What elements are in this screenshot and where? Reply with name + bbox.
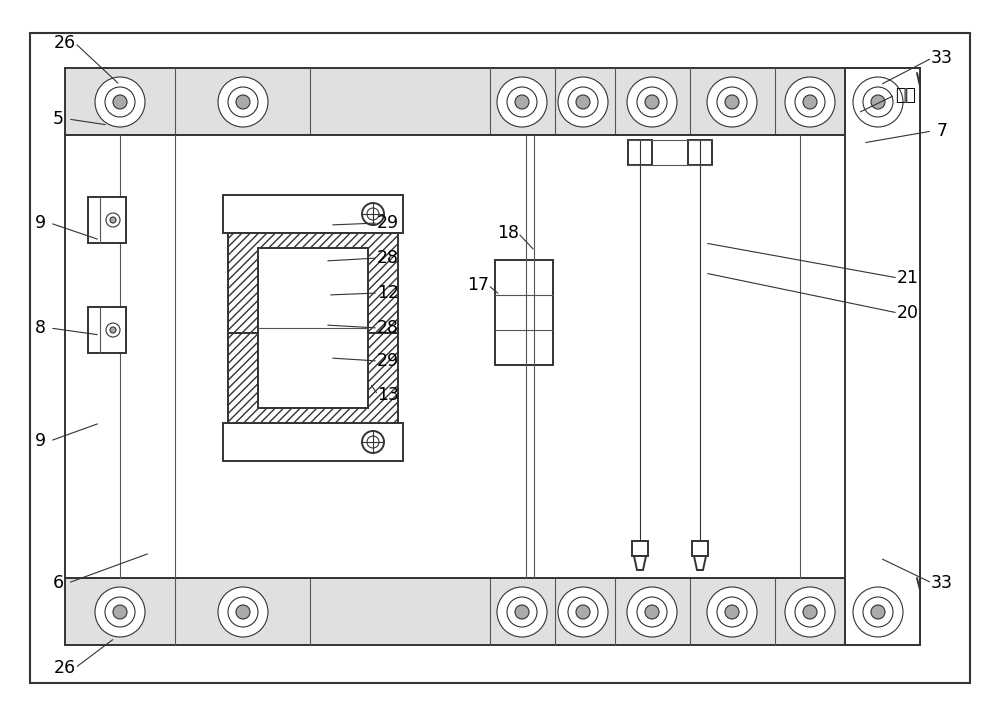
Circle shape	[362, 203, 384, 225]
Circle shape	[507, 87, 537, 117]
Polygon shape	[634, 556, 646, 570]
Circle shape	[853, 587, 903, 637]
Circle shape	[725, 95, 739, 109]
Text: 33: 33	[931, 49, 953, 67]
Text: 5: 5	[52, 110, 64, 128]
Bar	[845, 68, 920, 645]
Circle shape	[218, 77, 268, 127]
Text: 8: 8	[34, 319, 46, 337]
Text: 7: 7	[936, 122, 948, 140]
Bar	[258, 248, 368, 408]
Circle shape	[228, 597, 258, 627]
Circle shape	[95, 587, 145, 637]
Circle shape	[785, 77, 835, 127]
Circle shape	[558, 77, 608, 127]
Circle shape	[863, 597, 893, 627]
Text: 20: 20	[897, 304, 919, 322]
Circle shape	[717, 87, 747, 117]
Circle shape	[497, 587, 547, 637]
Bar	[65, 578, 920, 645]
Text: 33: 33	[931, 574, 953, 592]
Bar	[632, 541, 648, 556]
Circle shape	[362, 431, 384, 453]
Circle shape	[637, 87, 667, 117]
Bar	[495, 260, 553, 365]
Bar	[688, 140, 712, 165]
Circle shape	[515, 605, 529, 619]
Bar	[65, 68, 920, 135]
Text: 17: 17	[467, 276, 489, 294]
Text: 29: 29	[377, 352, 399, 370]
Circle shape	[871, 605, 885, 619]
Circle shape	[515, 95, 529, 109]
Circle shape	[568, 597, 598, 627]
Bar	[692, 541, 708, 556]
Circle shape	[871, 95, 885, 109]
Circle shape	[507, 597, 537, 627]
Bar	[223, 195, 403, 233]
Circle shape	[853, 77, 903, 127]
Text: 6: 6	[52, 574, 64, 592]
Circle shape	[113, 605, 127, 619]
Circle shape	[110, 217, 116, 223]
Circle shape	[236, 605, 250, 619]
Circle shape	[645, 605, 659, 619]
Circle shape	[568, 87, 598, 117]
Circle shape	[113, 95, 127, 109]
Bar	[228, 333, 398, 423]
Text: 28: 28	[377, 249, 399, 267]
Bar	[88, 307, 126, 353]
Circle shape	[106, 213, 120, 227]
Circle shape	[725, 605, 739, 619]
Circle shape	[497, 77, 547, 127]
Text: 9: 9	[34, 214, 46, 232]
Polygon shape	[694, 556, 706, 570]
Text: 13: 13	[377, 386, 399, 404]
Circle shape	[367, 436, 379, 448]
Circle shape	[105, 597, 135, 627]
Circle shape	[795, 87, 825, 117]
Text: 18: 18	[497, 224, 519, 242]
Circle shape	[803, 95, 817, 109]
Circle shape	[785, 587, 835, 637]
Text: 28: 28	[377, 319, 399, 337]
Circle shape	[558, 587, 608, 637]
Text: 26: 26	[54, 659, 76, 677]
Circle shape	[627, 587, 677, 637]
Circle shape	[803, 605, 817, 619]
Bar	[223, 423, 403, 461]
Circle shape	[795, 597, 825, 627]
Circle shape	[637, 597, 667, 627]
Circle shape	[367, 208, 379, 220]
Circle shape	[95, 77, 145, 127]
Text: 9: 9	[34, 432, 46, 450]
Text: 蜗钉: 蜗钉	[895, 86, 915, 104]
Bar	[628, 140, 652, 165]
Text: 12: 12	[377, 284, 399, 302]
Bar	[65, 135, 920, 578]
Circle shape	[707, 587, 757, 637]
Text: 26: 26	[54, 34, 76, 52]
Circle shape	[110, 327, 116, 333]
Circle shape	[707, 77, 757, 127]
Circle shape	[218, 587, 268, 637]
Circle shape	[627, 77, 677, 127]
Circle shape	[863, 87, 893, 117]
Circle shape	[105, 87, 135, 117]
Circle shape	[236, 95, 250, 109]
Text: 21: 21	[897, 269, 919, 287]
Circle shape	[576, 605, 590, 619]
Circle shape	[106, 323, 120, 337]
Bar	[228, 233, 398, 333]
Circle shape	[645, 95, 659, 109]
Circle shape	[228, 87, 258, 117]
Circle shape	[717, 597, 747, 627]
Text: 29: 29	[377, 214, 399, 232]
Bar	[88, 197, 126, 243]
Circle shape	[576, 95, 590, 109]
